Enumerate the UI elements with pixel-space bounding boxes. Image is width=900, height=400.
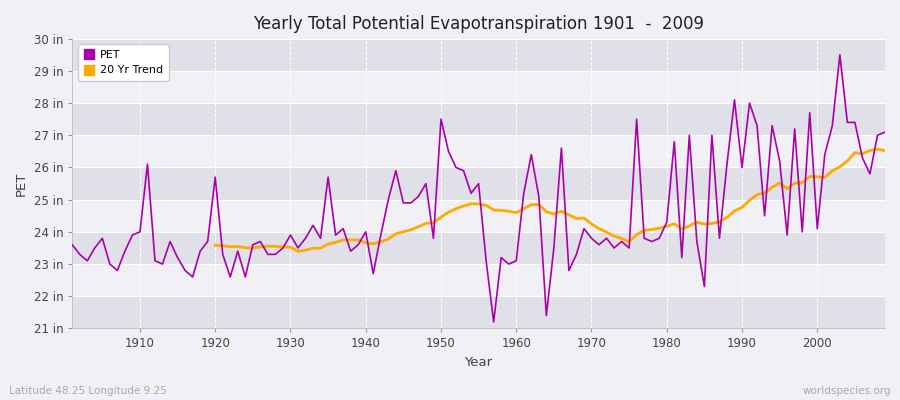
Bar [72,232,885,264]
Bar [72,71,885,103]
Bar [72,39,885,71]
Bar [72,168,885,200]
Legend: PET, 20 Yr Trend: PET, 20 Yr Trend [77,44,168,81]
X-axis label: Year: Year [464,356,492,369]
Text: worldspecies.org: worldspecies.org [803,386,891,396]
Bar [72,135,885,168]
Y-axis label: PET: PET [15,171,28,196]
Bar [72,296,885,328]
Bar [72,103,885,135]
Title: Yearly Total Potential Evapotranspiration 1901  -  2009: Yearly Total Potential Evapotranspiratio… [253,15,704,33]
Text: Latitude 48.25 Longitude 9.25: Latitude 48.25 Longitude 9.25 [9,386,166,396]
Bar [72,264,885,296]
Bar [72,200,885,232]
